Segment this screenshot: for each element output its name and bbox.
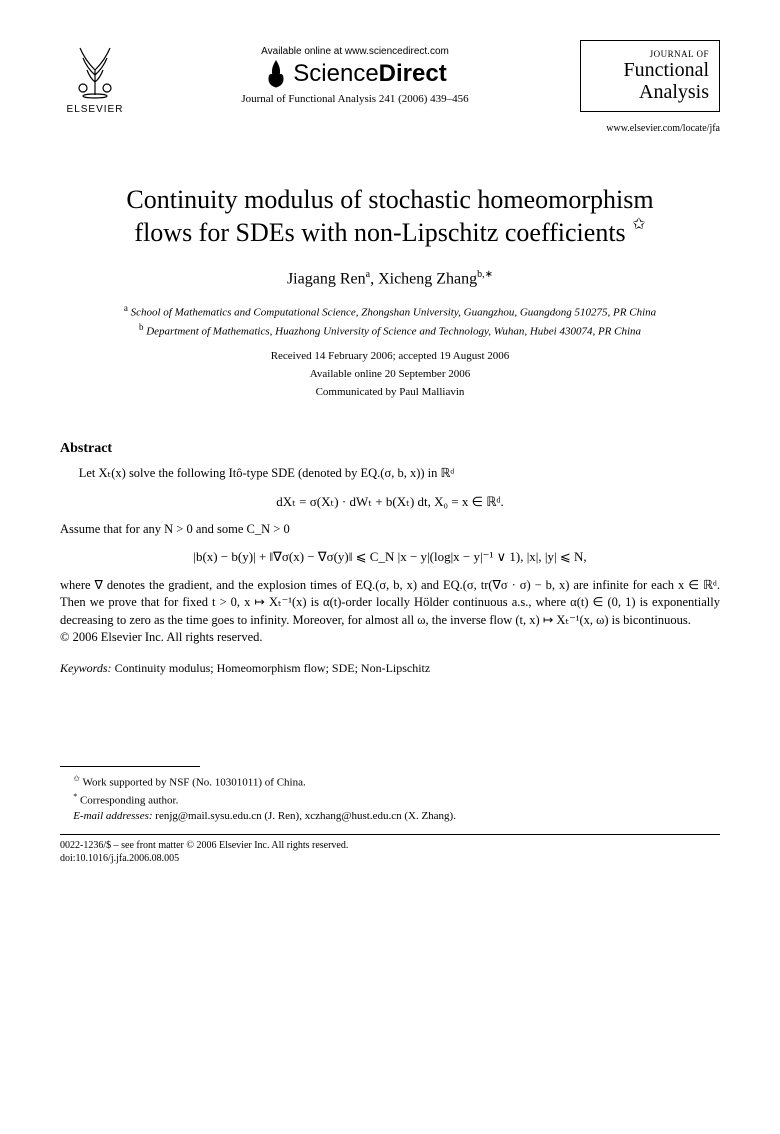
footnote-support: ✩ Work supported by NSF (No. 10301011) o…: [60, 773, 720, 791]
footnote-emails: E-mail addresses: renjg@mail.sysu.edu.cn…: [60, 809, 720, 824]
paper-title: Continuity modulus of stochastic homeomo…: [60, 184, 720, 249]
support-text: Work supported by NSF (No. 10301011) of …: [82, 776, 305, 788]
affil-a-text: School of Mathematics and Computational …: [131, 307, 657, 319]
front-matter-line: 0022-1236/$ – see front matter © 2006 El…: [60, 839, 720, 852]
author-2-sup: b,∗: [477, 269, 493, 280]
journal-citation: Journal of Functional Analysis 241 (2006…: [130, 93, 580, 105]
abstract-p2: Assume that for any N > 0 and some C_N >…: [60, 521, 720, 539]
journal-title-box: JOURNAL OF Functional Analysis: [580, 40, 720, 112]
support-marker: ✩: [73, 774, 80, 783]
title-line2: flows for SDEs with non-Lipschitz coeffi…: [134, 218, 625, 247]
abstract-heading: Abstract: [60, 441, 720, 457]
affil-b-text: Department of Mathematics, Huazhong Univ…: [146, 326, 641, 338]
title-line1: Continuity modulus of stochastic homeomo…: [126, 185, 653, 214]
doi-line: doi:10.1016/j.jfa.2006.08.005: [60, 852, 720, 865]
sciencedirect-block: Available online at www.sciencedirect.co…: [130, 40, 580, 107]
abstract-p3: where ∇ denotes the gradient, and the ex…: [60, 577, 720, 630]
elsevier-logo: ELSEVIER: [60, 40, 130, 115]
footnote-corresponding: * Corresponding author.: [60, 791, 720, 809]
elsevier-tree-icon: [65, 40, 125, 100]
journal-of-label: JOURNAL OF: [591, 49, 709, 59]
affiliations: a School of Mathematics and Computationa…: [60, 302, 720, 340]
footnote-separator: [60, 766, 200, 767]
keywords-label: Keywords:: [60, 661, 112, 675]
abstract-eq2: |b(x) − b(y)| + ‖∇σ(x) − ∇σ(y)‖ ⩽ C_N |x…: [60, 548, 720, 566]
communicated-by: Communicated by Paul Malliavin: [60, 384, 720, 402]
online-date: Available online 20 September 2006: [60, 366, 720, 384]
bottom-separator: [60, 834, 720, 835]
locate-url: www.elsevier.com/locate/jfa: [60, 123, 720, 134]
journal-name-line2: Analysis: [591, 81, 709, 103]
abstract-body: Let Xₜ(x) solve the following Itô-type S…: [60, 465, 720, 646]
journal-name-line1: Functional: [591, 59, 709, 81]
sciencedirect-flame-icon: [263, 59, 289, 89]
corr-text: Corresponding author.: [80, 794, 178, 806]
abstract-p1: Let Xₜ(x) solve the following Itô-type S…: [60, 465, 720, 483]
email-label: E-mail addresses:: [73, 810, 152, 822]
author-1-sup: a: [366, 269, 370, 280]
sciencedirect-logo-row: ScienceDirect: [130, 59, 580, 89]
received-date: Received 14 February 2006; accepted 19 A…: [60, 348, 720, 366]
affil-b-sup: b: [139, 322, 144, 332]
header-row: ELSEVIER Available online at www.science…: [60, 40, 720, 115]
keywords-text: Continuity modulus; Homeomorphism flow; …: [115, 661, 431, 675]
corr-marker: *: [73, 792, 77, 801]
available-online-text: Available online at www.sciencedirect.co…: [130, 46, 580, 57]
email-text: renjg@mail.sysu.edu.cn (J. Ren), xczhang…: [155, 810, 456, 822]
author-1-name: Jiagang Ren: [287, 270, 366, 287]
footnotes: ✩ Work supported by NSF (No. 10301011) o…: [60, 773, 720, 824]
elsevier-label: ELSEVIER: [60, 104, 130, 115]
abstract-eq1: dXₜ = σ(Xₜ) · dWₜ + b(Xₜ) dt, X₀ = x ∈ ℝ…: [60, 493, 720, 511]
authors: Jiagang Rena, Xicheng Zhangb,∗: [60, 269, 720, 288]
copyright-block: 0022-1236/$ – see front matter © 2006 El…: [60, 839, 720, 865]
sciencedirect-text: ScienceDirect: [293, 60, 446, 88]
dates-block: Received 14 February 2006; accepted 19 A…: [60, 348, 720, 401]
abstract-copyright: © 2006 Elsevier Inc. All rights reserved…: [60, 629, 720, 647]
author-2-name: Xicheng Zhang: [378, 270, 477, 287]
title-note-marker: ✩: [632, 216, 645, 233]
keywords: Keywords: Continuity modulus; Homeomorph…: [60, 661, 720, 676]
affil-a-sup: a: [124, 303, 128, 313]
